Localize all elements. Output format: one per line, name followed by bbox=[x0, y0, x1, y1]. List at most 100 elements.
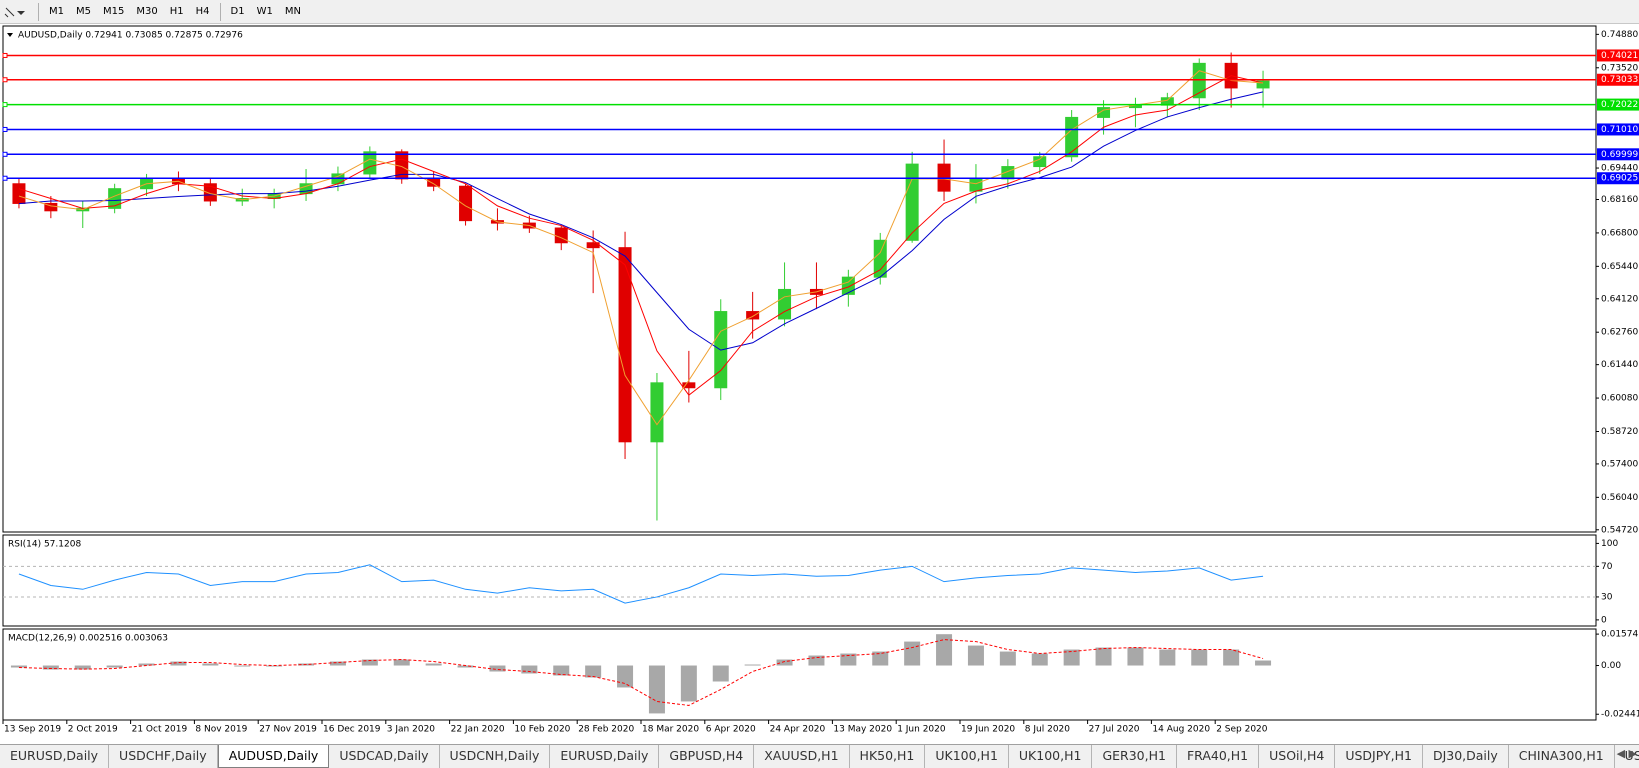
timeframe-button[interactable]: M30 bbox=[136, 5, 158, 17]
macd-bar bbox=[904, 641, 921, 666]
y-tick-label: 0.74880 bbox=[1601, 30, 1638, 40]
candle-body bbox=[905, 163, 919, 241]
x-tick-label: 18 Mar 2020 bbox=[642, 725, 699, 735]
macd-bar bbox=[617, 665, 634, 688]
timeframe-button[interactable]: H1 bbox=[169, 5, 184, 17]
y-tick-label: 100 bbox=[1601, 539, 1618, 549]
macd-bar bbox=[936, 634, 953, 666]
macd-bar bbox=[10, 665, 27, 668]
symbol-tab[interactable]: FRA40,H1 bbox=[1177, 745, 1260, 768]
timeframe-button[interactable]: MN bbox=[284, 5, 301, 17]
tab-scroll[interactable]: ◀ ▶ bbox=[1616, 747, 1637, 760]
macd-bar bbox=[106, 665, 123, 668]
line-handle bbox=[2, 77, 8, 83]
y-tick-label: 0.61440 bbox=[1601, 360, 1638, 370]
symbol-tab[interactable]: GBPUSD,H4 bbox=[659, 745, 755, 768]
symbol-tab[interactable]: HK50,H1 bbox=[850, 745, 926, 768]
candle-body bbox=[746, 311, 760, 320]
symbol-tab[interactable]: USDCHF,Daily bbox=[109, 745, 218, 768]
symbol-tab[interactable]: DJ30,Daily bbox=[1423, 745, 1509, 768]
macd-bar bbox=[712, 665, 729, 682]
x-tick-label: 28 Feb 2020 bbox=[578, 725, 634, 735]
x-tick-label: 21 Oct 2019 bbox=[132, 725, 188, 735]
macd-title: MACD(12,26,9) 0.002516 0.003063 bbox=[8, 634, 168, 644]
candle-body bbox=[459, 185, 473, 222]
y-tick-label: 30 bbox=[1601, 592, 1613, 602]
symbol-tab[interactable]: XAUUSD,H1 bbox=[754, 745, 850, 768]
macd-bar bbox=[776, 659, 793, 666]
panel-menu-arrow[interactable] bbox=[7, 33, 13, 37]
toolbar-menu[interactable] bbox=[0, 2, 34, 22]
y-tick-label: -0.024412 bbox=[1601, 710, 1639, 720]
macd-bar bbox=[1063, 649, 1080, 666]
toolbar: M1 M5 M15 M30 H1 H4 D1 W1 MN bbox=[0, 0, 1639, 24]
candle-body bbox=[1033, 156, 1047, 168]
symbol-tab[interactable]: USDCNH,Daily bbox=[440, 745, 551, 768]
timeframe-button[interactable]: D1 bbox=[230, 5, 245, 17]
y-tick-label: 0.68160 bbox=[1601, 195, 1638, 205]
macd-bar bbox=[1223, 649, 1240, 666]
macd-bar bbox=[808, 655, 825, 666]
symbol-tab[interactable]: UK100,H1 bbox=[1009, 745, 1093, 768]
macd-bar bbox=[489, 665, 506, 672]
symbol-tab[interactable]: GER30,H1 bbox=[1092, 745, 1177, 768]
x-tick-label: 24 Apr 2020 bbox=[770, 725, 826, 735]
timeframe-button[interactable]: M1 bbox=[49, 5, 64, 17]
x-tick-label: 6 Apr 2020 bbox=[706, 725, 756, 735]
line-price-label: 0.72022 bbox=[1601, 100, 1638, 110]
timeframe-button[interactable]: H4 bbox=[195, 5, 210, 17]
symbol-tab[interactable]: AUDUSD,Daily bbox=[217, 745, 330, 768]
macd-bar bbox=[872, 651, 889, 666]
macd-bar bbox=[1255, 660, 1272, 666]
signal-line bbox=[18, 639, 1264, 706]
symbol-tab[interactable]: USOil,H4 bbox=[1259, 745, 1336, 768]
chart-title: AUDUSD,Daily 0.72941 0.73085 0.72875 0.7… bbox=[18, 31, 243, 41]
symbol-tab[interactable]: USOil,H1 bbox=[1615, 745, 1639, 768]
macd-bar bbox=[1127, 647, 1144, 666]
timeframe-button[interactable]: M5 bbox=[76, 5, 91, 17]
macd-bar bbox=[234, 665, 251, 667]
x-tick-label: 8 Nov 2019 bbox=[195, 725, 247, 735]
y-tick-label: 0.54720 bbox=[1601, 525, 1638, 535]
candle-body bbox=[841, 276, 855, 295]
rsi-line bbox=[18, 564, 1264, 604]
timeframe-button[interactable]: W1 bbox=[256, 5, 273, 17]
line-price-box bbox=[1597, 148, 1639, 161]
separator bbox=[38, 2, 39, 21]
rsi-title: RSI(14) 57.1208 bbox=[8, 540, 81, 550]
candle-body bbox=[1065, 116, 1079, 158]
macd-bar bbox=[329, 661, 346, 666]
y-tick-label: 0.65440 bbox=[1601, 262, 1638, 272]
macd-bar bbox=[42, 665, 59, 670]
x-tick-label: 13 Sep 2019 bbox=[4, 725, 61, 735]
line-handle bbox=[2, 126, 8, 132]
symbol-tab[interactable]: USDCAD,Daily bbox=[329, 745, 440, 768]
y-tick-label: 0 bbox=[1601, 615, 1607, 625]
symbol-tab[interactable]: USDJPY,H1 bbox=[1335, 745, 1423, 768]
candle-body bbox=[618, 247, 632, 443]
symbol-tab[interactable]: UK100,H1 bbox=[925, 745, 1009, 768]
y-tick-label: 0.60080 bbox=[1601, 394, 1638, 404]
x-tick-label: 14 Aug 2020 bbox=[1152, 725, 1210, 735]
x-tick-label: 16 Dec 2019 bbox=[323, 725, 381, 735]
macd-bar bbox=[74, 665, 91, 670]
timeframe-button[interactable]: M15 bbox=[103, 5, 125, 17]
line-price-box bbox=[1597, 98, 1639, 111]
symbol-tab[interactable]: EURUSD,Daily bbox=[0, 745, 110, 768]
moving-average bbox=[18, 70, 1264, 426]
candle-body bbox=[554, 227, 568, 244]
symbol-tab[interactable]: EURUSD,Daily bbox=[550, 745, 660, 768]
y-tick-label: 0.69440 bbox=[1601, 164, 1638, 174]
symbol-tab[interactable]: CHINA300,H1 bbox=[1509, 745, 1615, 768]
candle-body bbox=[44, 202, 58, 212]
macd-bar bbox=[393, 659, 410, 666]
candle-body bbox=[682, 382, 696, 389]
macd-panel bbox=[2, 628, 1597, 721]
y-tick-label: 0.015741 bbox=[1601, 630, 1639, 640]
chart-window: AUDUSD,Daily 0.72941 0.73085 0.72875 0.7… bbox=[2, 25, 1639, 735]
candle-body bbox=[1256, 80, 1270, 89]
x-tick-label: 3 Jan 2020 bbox=[387, 725, 435, 735]
candle-body bbox=[12, 183, 26, 204]
y-tick-label: 0.56040 bbox=[1601, 493, 1638, 503]
x-tick-label: 27 Nov 2019 bbox=[259, 725, 317, 735]
